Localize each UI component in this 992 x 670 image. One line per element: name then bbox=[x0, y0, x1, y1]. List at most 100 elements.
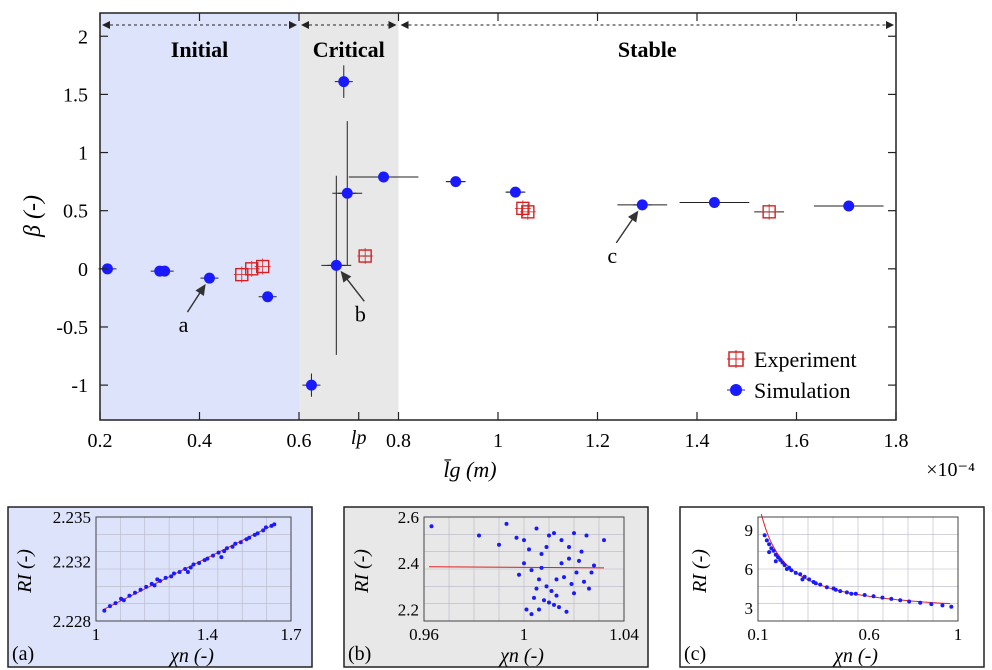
main-chart: Initial Critical Stable a b c 0.2 0.4 0.6 0.8 1 1… bbox=[20, 12, 975, 482]
inset-point bbox=[183, 567, 188, 571]
x-tick-label: 0.4 bbox=[187, 430, 212, 452]
inset-point bbox=[172, 571, 176, 576]
inset-point bbox=[838, 589, 843, 594]
inset-a-border bbox=[7, 506, 313, 668]
region-arrowhead-left bbox=[301, 21, 309, 29]
annotation-arrowhead-c bbox=[627, 210, 639, 223]
region-arrowhead-right bbox=[886, 21, 894, 29]
inset-point bbox=[185, 569, 190, 574]
inset-b-panel-label: (b) bbox=[348, 643, 371, 665]
inset-point bbox=[592, 563, 596, 568]
inset-point bbox=[497, 542, 501, 547]
inset-point bbox=[818, 582, 823, 587]
inset-point bbox=[567, 556, 571, 561]
inset-point bbox=[233, 541, 238, 546]
inset-point bbox=[849, 591, 854, 596]
x-tick-label: 1.4 bbox=[685, 430, 710, 452]
data-points bbox=[101, 76, 855, 391]
inset-point bbox=[802, 574, 807, 579]
y-axis-label: β (-) bbox=[20, 195, 46, 238]
inset-point bbox=[767, 542, 772, 547]
inset-point bbox=[564, 609, 569, 614]
inset-a-panel-label: (a) bbox=[12, 643, 34, 665]
inset-point bbox=[163, 575, 168, 580]
inset-point bbox=[539, 565, 544, 570]
region-arrowhead-right bbox=[388, 21, 397, 29]
inset-point bbox=[261, 528, 266, 533]
inset-panel-b: 0.96 1 1.04 2.2 2.4 2.6 (b) χn (-) RI (-) bbox=[343, 506, 649, 668]
inset-point bbox=[793, 570, 798, 575]
inset-point bbox=[807, 577, 812, 582]
inset-point bbox=[782, 563, 787, 568]
region-label-stable: Stable bbox=[618, 37, 677, 62]
inset-point bbox=[567, 545, 571, 550]
inset-point bbox=[544, 545, 549, 550]
inset-point bbox=[205, 556, 210, 561]
inset-point bbox=[224, 546, 229, 551]
annotation-arrowhead-b bbox=[340, 270, 352, 283]
inset-point bbox=[544, 584, 549, 589]
inset-point bbox=[188, 565, 193, 570]
inset-b-border bbox=[343, 506, 649, 668]
annotation-label-a: a bbox=[179, 312, 189, 337]
inset-point bbox=[929, 602, 934, 607]
inset-point bbox=[191, 562, 196, 567]
x-tick-label: 1.8 bbox=[884, 430, 909, 452]
inset-c-points bbox=[762, 533, 954, 609]
x-tick-label: 1.6 bbox=[784, 430, 809, 452]
inset-point bbox=[880, 595, 885, 600]
simulation-point bbox=[450, 176, 462, 188]
inset-a-plot-frame bbox=[95, 516, 292, 622]
y-tick-label: 1.5 bbox=[63, 84, 88, 106]
simulation-point bbox=[338, 76, 350, 88]
inset-panel-a: 1 1.4 1.7 2.228 2.232 2.235 (a) χn (-) RI (-) bbox=[7, 506, 313, 668]
inset-point bbox=[230, 544, 235, 549]
inset-point bbox=[771, 548, 776, 553]
inset-point bbox=[762, 533, 767, 538]
inset-point bbox=[798, 572, 803, 577]
inset-point bbox=[889, 596, 894, 601]
inset-point bbox=[813, 581, 818, 586]
x-tick-label: 1.7 bbox=[280, 625, 302, 644]
simulation-point bbox=[843, 200, 855, 212]
x-axis-label: l̄g (m) bbox=[443, 457, 496, 482]
inset-b-y-label: RI (-) bbox=[351, 549, 373, 594]
inset-b-grid bbox=[424, 517, 624, 621]
inset-c-ticks: 0.1 0.6 1 3 6 9 bbox=[745, 521, 963, 644]
inset-point bbox=[272, 522, 277, 527]
inset-point bbox=[589, 570, 594, 575]
inset-point bbox=[907, 599, 912, 604]
inset-point bbox=[504, 521, 509, 526]
inset-point bbox=[144, 584, 149, 589]
inset-point bbox=[549, 588, 554, 593]
inset-point bbox=[529, 568, 534, 573]
inset-point bbox=[522, 561, 526, 566]
region-arrowhead-left bbox=[102, 21, 110, 29]
x-tick-label: 1 bbox=[92, 625, 101, 644]
simulation-point bbox=[262, 291, 274, 303]
inset-point bbox=[547, 600, 551, 605]
x-tick-label: 1.4 bbox=[197, 625, 219, 644]
legend: Experiment Simulation bbox=[727, 347, 857, 403]
inset-point bbox=[769, 546, 774, 551]
region-arrowhead-right bbox=[289, 21, 297, 29]
inset-point bbox=[138, 587, 143, 592]
y-tick-label: 1 bbox=[78, 143, 88, 165]
inset-point bbox=[552, 602, 556, 607]
inset-c-panel-label: (c) bbox=[684, 643, 706, 665]
inset-point bbox=[789, 568, 794, 573]
simulation-point bbox=[708, 197, 720, 209]
inset-point bbox=[534, 526, 539, 531]
y-tick-label: 9 bbox=[745, 521, 754, 540]
y-tick-label: -0.5 bbox=[56, 317, 88, 339]
inset-point bbox=[429, 524, 434, 529]
inset-point bbox=[534, 586, 539, 591]
inset-panel-c: 0.1 0.6 1 3 6 9 (c) χn (-) RI (-) bbox=[679, 506, 985, 668]
y-tick-label: 2.6 bbox=[398, 508, 419, 527]
y-tick-label: 2.228 bbox=[53, 612, 91, 631]
region-arrows bbox=[102, 21, 894, 29]
inset-b-plot-frame bbox=[423, 516, 625, 622]
inset-point bbox=[107, 604, 112, 609]
region-backgrounds bbox=[100, 13, 896, 420]
